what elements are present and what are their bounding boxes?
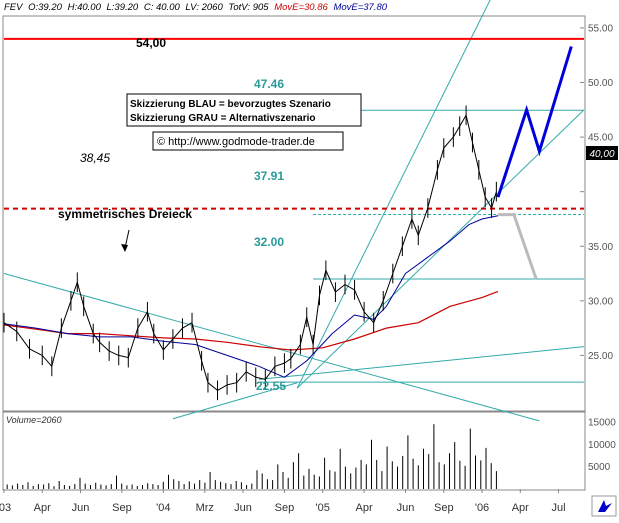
- x-tick-label: '06: [475, 502, 489, 514]
- header-high: H:40.00: [68, 2, 102, 13]
- x-tick-label: Jun: [397, 502, 415, 514]
- header-last-volume: LV: 2060: [185, 2, 223, 13]
- header-open: O:39.20: [28, 2, 63, 13]
- header-low: L:39.20: [107, 2, 139, 13]
- header-readout: FEV O:39.20 H:40.00 L:39.20 C: 40.00 LV:…: [4, 2, 388, 13]
- x-tick-label: '04: [156, 502, 170, 514]
- reference-levels: [4, 37, 584, 383]
- volume-bars: [6, 424, 497, 489]
- header-total-volume: TotV: 905: [228, 2, 269, 13]
- trend-line: [296, 0, 491, 389]
- x-tick-label: '05: [316, 502, 330, 514]
- x-tick-label: Jun: [234, 502, 252, 514]
- triangle-arrow-head: [121, 244, 128, 252]
- volume-y-tick-label: 15000: [588, 417, 616, 428]
- header-close: C: 40.00: [144, 2, 181, 13]
- last-price-tag: 40,00: [586, 146, 618, 160]
- scenario-layer: [496, 46, 573, 280]
- volume-label: Volume=2060: [6, 415, 61, 425]
- moving-average-long-line: [3, 290, 499, 351]
- trend-lines: [3, 0, 585, 422]
- x-tick-label: Apr: [34, 502, 51, 514]
- level-2255-label: 22.55: [256, 379, 286, 393]
- y-tick-label: 45.00: [588, 133, 613, 144]
- y-tick-label: 30.00: [588, 296, 613, 307]
- x-tick-label: Apr: [512, 502, 529, 514]
- x-tick-label: Sep: [112, 502, 132, 514]
- legend-grey-scenario: Skizzierung GRAU = Alternativszenario: [130, 113, 316, 124]
- x-tick-label: Mrz: [196, 502, 214, 514]
- copyright-box: © http://www.godmode-trader.de: [152, 131, 344, 151]
- header-ma2: MovE=37.80: [333, 2, 387, 13]
- header-symbol: FEV: [4, 2, 24, 13]
- trend-line: [172, 382, 298, 420]
- legend-box: Skizzierung BLAU = bevorzugtes Szenario …: [126, 93, 362, 127]
- x-tick-label: Sep: [275, 502, 295, 514]
- trend-line: [3, 273, 540, 422]
- triangle-label: symmetrisches Dreieck: [58, 207, 192, 221]
- x-tick-label: Jul: [551, 502, 565, 514]
- grid-layer: [3, 27, 584, 493]
- trend-line: [258, 346, 585, 380]
- volume-y-tick-label: 10000: [588, 440, 616, 451]
- level-54-label: 54,00: [136, 36, 166, 50]
- grey-scenario-path: [498, 213, 538, 280]
- level-4746-label: 47.46: [254, 77, 284, 91]
- moving-average-short-line: [3, 215, 499, 378]
- volume-y-tick-label: 5000: [588, 462, 611, 473]
- level-3200-label: 32.00: [254, 235, 284, 249]
- y-tick-label: 35.00: [588, 242, 613, 253]
- price-panel-frame: [2, 15, 586, 412]
- series-layer: [3, 105, 499, 401]
- level-3791-label: 37.91: [254, 169, 284, 183]
- volume-panel-frame: [2, 411, 586, 491]
- last-price-tag-bg: [586, 146, 618, 160]
- last-price-value: 40,00: [589, 149, 614, 160]
- corner-logo: [591, 495, 617, 517]
- x-tick-label: Apr: [356, 502, 373, 514]
- copyright-text: © http://www.godmode-trader.de: [157, 136, 315, 148]
- legend-blue-scenario: Skizzierung BLAU = bevorzugtes Szenario: [130, 99, 331, 110]
- arrow-logo-icon: [598, 500, 612, 512]
- price-series-line: [3, 114, 497, 391]
- blue-scenario-path: [496, 46, 573, 198]
- x-tick-label: Jun: [72, 502, 90, 514]
- y-tick-label: 50.00: [588, 78, 613, 89]
- level-3845-label: 38,45: [80, 151, 110, 165]
- x-tick-label: '03: [0, 502, 11, 514]
- x-tick-label: Sep: [434, 502, 454, 514]
- y-tick-label: 55.00: [588, 23, 613, 34]
- axis-labels: 25.00 30.00 35.00 45.00 50.00 55.00 5000 10000 1…: [0, 23, 616, 514]
- y-tick-label: 25.00: [588, 351, 613, 362]
- header-ma1: MovE=30.86: [274, 2, 328, 13]
